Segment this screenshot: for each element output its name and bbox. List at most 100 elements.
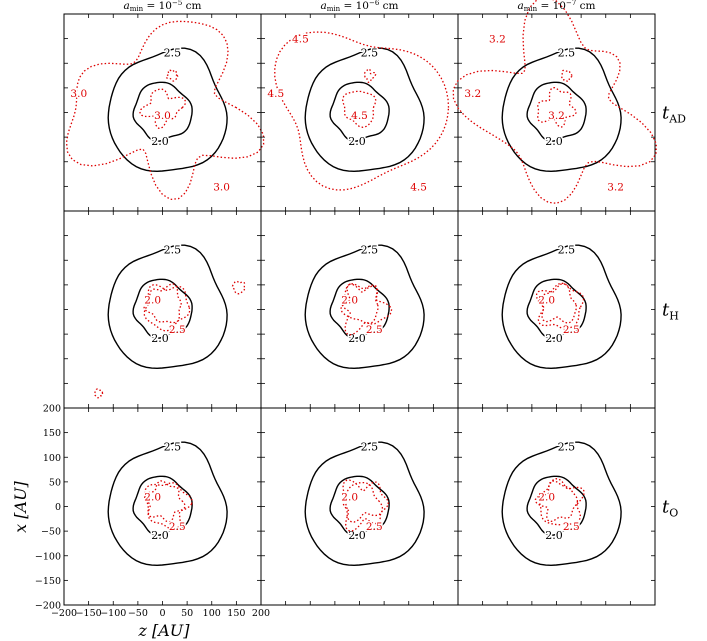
y-tick-label: 150 [43, 428, 61, 439]
black-contour-label: 2.0 [348, 332, 366, 345]
red-contour-outer [452, 0, 657, 204]
axes-labels: z [AU] x [AU] [11, 480, 190, 640]
red-contour-label: 2.0 [538, 492, 555, 504]
panel-1-2: 2.52.02.02.5 [457, 210, 656, 409]
red-contour-outer [65, 20, 265, 201]
column-title: amin = 10−7 cm [517, 0, 595, 13]
panel-frame [63, 210, 262, 409]
y-axis-label: x [AU] [11, 480, 30, 532]
y-tick-label: 50 [49, 477, 61, 488]
red-contour-a [143, 284, 191, 332]
black-contour-label: 2.5 [164, 440, 182, 453]
red-contour-label: 2.5 [169, 521, 186, 533]
y-tick-label: 200 [43, 404, 61, 415]
black-contour-label: 2.5 [361, 46, 379, 59]
red-contour-blob [231, 280, 246, 295]
red-contour-label: 4.5 [410, 181, 427, 193]
red-contour-b [534, 480, 579, 523]
red-contour-label: 2.5 [563, 521, 580, 533]
row-label: tH [662, 300, 679, 323]
panel-2-1: 2.52.02.02.5 [260, 407, 459, 606]
red-contour-b [344, 481, 384, 523]
black-contour-2.5 [107, 244, 228, 370]
x-tick-label: 200 [252, 608, 270, 619]
panel-frame [63, 407, 262, 606]
red-contour-b [340, 283, 379, 325]
panel-1-1: 2.52.02.02.5 [260, 210, 459, 409]
column-title: amin = 10−6 cm [320, 0, 398, 13]
red-contour-blob [93, 388, 104, 399]
black-contour-label: 2.0 [348, 529, 366, 542]
x-tick-label: −200 [51, 608, 77, 619]
black-contour-label: 2.5 [361, 243, 379, 256]
black-contour-2.5 [107, 441, 228, 567]
black-contour-2.0 [132, 475, 193, 537]
y-tick-label: −150 [35, 576, 61, 587]
red-contour-label: 3.2 [464, 88, 481, 100]
panel-0-2: 2.5 2.0 3.2 3.2 3.2 3.2 [452, 0, 657, 212]
y-tick-label: −100 [35, 551, 61, 562]
red-contour-b [539, 282, 577, 324]
panel-frame [457, 407, 656, 606]
black-contour-2.0 [526, 81, 587, 143]
black-contour-2.0 [526, 475, 587, 537]
panel-2-0: 2.52.02.02.5 [63, 407, 262, 606]
red-contour-label: 3.2 [489, 34, 506, 46]
red-contour-label: 3.2 [607, 181, 624, 193]
black-contour-label: 2.5 [361, 440, 379, 453]
y-tick-label: 0 [55, 502, 61, 513]
red-contour-a [535, 283, 585, 330]
panel-frame [260, 407, 459, 606]
x-tick-label: 0 [159, 608, 165, 619]
red-contour-label: 4.5 [351, 110, 368, 122]
black-contour-label: 2.5 [558, 440, 576, 453]
x-tick-label: 50 [181, 608, 193, 619]
y-tick-label: −200 [35, 601, 61, 612]
row-label: tAD [662, 103, 686, 126]
red-contour-label: 2.0 [144, 492, 161, 504]
red-contour-label: 2.5 [366, 521, 383, 533]
red-contour-label: 2.0 [144, 295, 161, 307]
red-contour-label: 4.5 [292, 34, 309, 46]
black-contour-2.5 [501, 244, 622, 370]
black-contour-label: 2.0 [545, 135, 563, 148]
red-contour-label: 3.0 [154, 110, 171, 122]
x-tick-label: 150 [227, 608, 245, 619]
x-tick-label: 100 [203, 608, 221, 619]
panel-grid: 2.52.03.03.03.02.52.04.54.54.54.52.52.03… [35, 0, 686, 619]
red-contour-b [143, 283, 182, 324]
red-contour-a [144, 482, 193, 531]
y-tick-label: 100 [43, 453, 61, 464]
panel-1-0: 2.52.02.02.5 [63, 210, 262, 409]
red-contour-inner [139, 88, 187, 129]
black-contour-2.5 [304, 244, 425, 370]
black-contour-2.0 [132, 81, 193, 143]
red-contour-label: 3.2 [548, 110, 565, 122]
black-contour-2.0 [132, 278, 193, 340]
red-contour-inner [342, 90, 377, 128]
red-contour-blob [561, 69, 573, 83]
red-contour-label: 2.0 [341, 295, 358, 307]
red-contour-label: 4.5 [267, 88, 284, 100]
x-tick-label: −50 [128, 608, 148, 619]
panel-frame [457, 210, 656, 409]
panel-frame [260, 210, 459, 409]
panel-2-2: 2.52.02.02.5 [457, 407, 656, 606]
black-contour-2.5 [501, 441, 622, 567]
red-contour-blob [165, 69, 179, 82]
black-contour-label: 2.0 [151, 529, 169, 542]
x-tick-label: −100 [100, 608, 126, 619]
black-contour-label: 2.0 [151, 135, 169, 148]
black-contour-label: 2.5 [558, 243, 576, 256]
red-contour-label: 2.0 [341, 492, 358, 504]
red-contour-label: 3.0 [70, 88, 87, 100]
black-contour-label: 2.5 [164, 243, 182, 256]
black-contour-label: 2.0 [151, 332, 169, 345]
panel-0-0: 2.5 2.0 3.0 3.0 3.0 [63, 13, 265, 212]
black-contour-2.5 [501, 47, 622, 173]
black-contour-2.5 [304, 441, 425, 567]
red-contour-blob [364, 68, 377, 84]
panel-0-1: 2.5 2.0 4.5 4.5 4.5 4.5 [260, 13, 459, 212]
red-contour-label: 2.5 [366, 324, 383, 336]
